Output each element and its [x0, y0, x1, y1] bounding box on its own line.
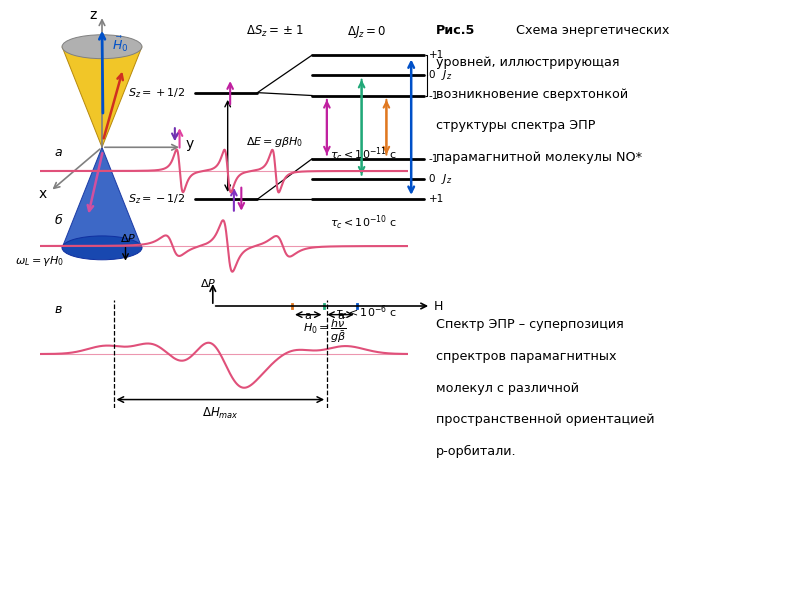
Text: $\Delta S_z = \pm 1$: $\Delta S_z = \pm 1$: [246, 23, 303, 38]
Text: а: а: [54, 146, 62, 159]
Text: +1: +1: [429, 194, 444, 204]
Text: $\tau_c < 10^{-6}\ \mathrm{c}$: $\tau_c < 10^{-6}\ \mathrm{c}$: [335, 303, 397, 322]
Ellipse shape: [62, 35, 142, 59]
Text: -1: -1: [429, 154, 439, 164]
Text: $S_z = +1/2$: $S_z = +1/2$: [128, 86, 186, 100]
Ellipse shape: [62, 236, 142, 260]
Text: x: x: [38, 187, 46, 202]
Text: б: б: [54, 214, 62, 227]
Text: $\Delta P$: $\Delta P$: [120, 232, 136, 244]
Text: a: a: [305, 311, 312, 321]
Text: $H_0 = \dfrac{h\nu}{g\bar{\beta}}$: $H_0 = \dfrac{h\nu}{g\bar{\beta}}$: [302, 317, 346, 344]
Text: a: a: [337, 311, 344, 321]
Text: 0: 0: [429, 174, 435, 184]
Text: пространственной ориентацией: пространственной ориентацией: [436, 413, 654, 427]
Text: y: y: [186, 137, 194, 151]
Text: $\omega_L = \gamma H_0$: $\omega_L = \gamma H_0$: [15, 254, 64, 268]
Text: $S_z = -1/2$: $S_z = -1/2$: [128, 192, 186, 206]
Text: парамагнитной молекулы NO*: парамагнитной молекулы NO*: [436, 151, 642, 164]
Text: $\tau_c < 10^{-11}\ \mathrm{c}$: $\tau_c < 10^{-11}\ \mathrm{c}$: [330, 146, 397, 164]
Text: 0: 0: [429, 70, 435, 80]
Text: $\Delta H_{max}$: $\Delta H_{max}$: [202, 406, 238, 421]
Text: структуры спектра ЭПР: структуры спектра ЭПР: [436, 119, 595, 133]
Text: $\vec{H}_0$: $\vec{H}_0$: [112, 35, 129, 54]
Text: $J_z$: $J_z$: [441, 172, 452, 186]
Text: $\Delta E = g\beta H_0$: $\Delta E = g\beta H_0$: [246, 134, 303, 149]
Text: возникновение сверхтонкой: возникновение сверхтонкой: [436, 88, 628, 101]
Text: +1: +1: [429, 50, 444, 60]
Text: р-орбитали.: р-орбитали.: [436, 445, 517, 458]
Text: молекул с различной: молекул с различной: [436, 382, 579, 395]
Text: $\Delta P$: $\Delta P$: [200, 277, 217, 289]
Text: в: в: [54, 303, 62, 316]
Text: $\tau_c < 10^{-10}\ \mathrm{c}$: $\tau_c < 10^{-10}\ \mathrm{c}$: [330, 214, 397, 232]
Text: Схема энергетических: Схема энергетических: [516, 24, 670, 37]
Text: $J_z$: $J_z$: [441, 68, 452, 82]
Text: -1: -1: [429, 91, 439, 101]
Text: $\Delta J_z = 0$: $\Delta J_z = 0$: [347, 23, 386, 40]
Text: Рис.5: Рис.5: [436, 24, 475, 37]
Text: H: H: [434, 299, 443, 313]
Text: z: z: [89, 8, 96, 22]
Text: Спектр ЭПР – суперпозиция: Спектр ЭПР – суперпозиция: [436, 318, 624, 331]
Polygon shape: [62, 147, 142, 248]
Polygon shape: [62, 47, 142, 147]
Text: спректров парамагнитных: спректров парамагнитных: [436, 350, 617, 363]
Text: уровней, иллюстрирующая: уровней, иллюстрирующая: [436, 56, 619, 69]
